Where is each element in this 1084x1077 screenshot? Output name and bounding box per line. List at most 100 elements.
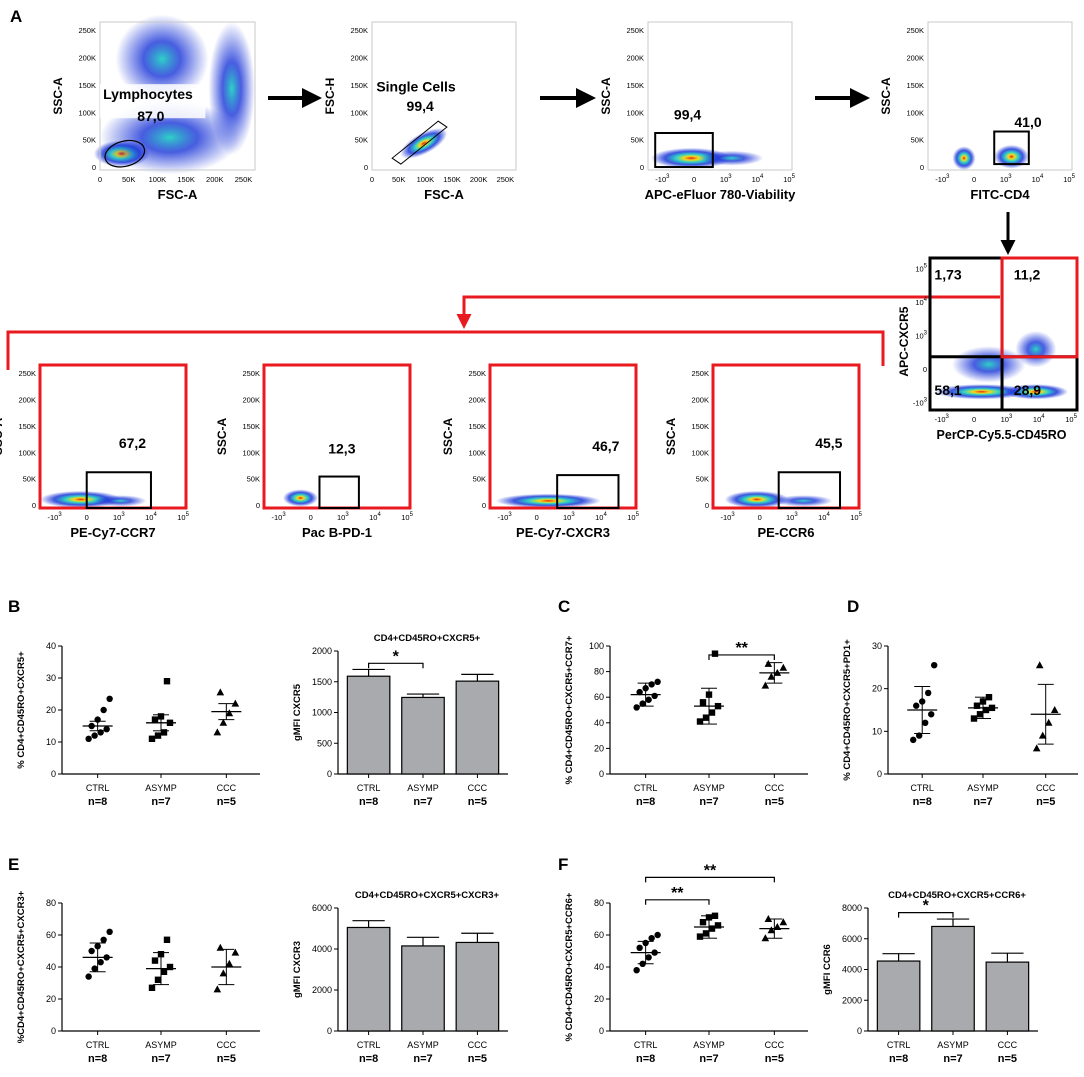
x-tick-label: 0	[972, 415, 976, 424]
y-tick-label: 0	[92, 163, 96, 172]
data-point	[91, 965, 98, 972]
y-tick-label: 200K	[626, 54, 644, 63]
y-tick-label: 100K	[350, 108, 368, 117]
group-label: CCC	[1036, 783, 1056, 793]
y-tick-label: 200K	[350, 54, 368, 63]
x-tick-label: -103	[498, 512, 513, 522]
y-tick-label: 103	[915, 331, 927, 341]
y-tick-label: 60	[594, 930, 604, 940]
data-point	[1038, 731, 1047, 739]
x-axis-label: PE-Cy7-CXCR3	[516, 525, 610, 540]
density-cloud	[400, 128, 448, 159]
quadrant-upper-right: 11,2	[1014, 266, 1041, 282]
data-point	[976, 711, 984, 718]
bar-plot-E2: 0 2000 4000 6000 CTRL n=8 ASYMP n=7 CCC n=5 gMFI C…	[292, 890, 508, 1065]
group-label: CCC	[468, 1040, 488, 1050]
significance-bracket	[645, 899, 710, 905]
x-tick-label: 105	[783, 174, 795, 184]
data-point	[106, 928, 113, 935]
data-point	[767, 926, 776, 934]
data-point	[639, 700, 646, 707]
data-point	[91, 732, 98, 739]
y-axis-label: %CD4+CD45RO+CXCR5+CXCR3+	[16, 890, 27, 1043]
flow-plot-pd1: 0 50K 100K 150K 200K 250K -103 0 103 104 105 Pac B-…	[215, 363, 414, 540]
y-axis-label: FSC-H	[323, 78, 337, 115]
data-point	[928, 711, 935, 718]
group-label: CTRL	[357, 783, 381, 793]
y-tick-label: 0	[327, 1026, 332, 1036]
data-point	[702, 930, 710, 937]
x-tick-label: 150K	[443, 175, 461, 184]
data-point	[636, 688, 643, 696]
y-tick-label: 0	[705, 501, 709, 510]
x-tick-label: 0	[85, 513, 89, 522]
y-axis-label: gMFI CXCR5	[292, 683, 303, 741]
y-tick-label: 20	[594, 994, 604, 1004]
scatter-plot-D: 0 10 20 30 CTRL n=8 ASYMP n=7 CCC n=5 % CD4+CD45RO…	[842, 639, 1078, 808]
y-tick-label: 10	[46, 737, 56, 747]
gate-polygon	[391, 120, 448, 165]
quadrant-upper-left: 1,73	[934, 266, 961, 282]
bar	[401, 696, 445, 775]
flow-plot-single_cells: 0 50K 100K 150K 200K 250K 0 50K 100K 150K 200K 250K…	[323, 21, 517, 202]
gate-rect	[654, 132, 714, 169]
group-n: n=8	[636, 796, 655, 808]
y-tick-label: 0	[51, 1026, 56, 1036]
scatter-plot-F1: 0 20 40 60 80 CTRL n=8 ASYMP n=7 CCC n=5 % CD4+CD45…	[564, 862, 808, 1065]
data-point	[761, 681, 770, 689]
data-point	[761, 934, 770, 942]
y-tick-label: 150K	[626, 81, 644, 90]
data-point	[231, 948, 240, 956]
quadrant-lower-right: 28,9	[1014, 382, 1041, 398]
group-label: ASYMP	[407, 783, 439, 793]
gate-ellipse	[104, 139, 146, 168]
plot-frame	[38, 363, 188, 510]
data-point	[85, 735, 92, 742]
data-point	[163, 936, 171, 943]
x-tick-label: 105	[1063, 174, 1075, 184]
group-label: ASYMP	[967, 783, 999, 793]
data-point	[711, 650, 719, 657]
x-tick-label: -103	[935, 174, 950, 184]
gate-value: 67,2	[119, 435, 146, 451]
data-point	[654, 678, 661, 686]
group-n: n=5	[217, 796, 236, 808]
data-point	[922, 719, 929, 726]
y-tick-label: 200K	[691, 395, 709, 404]
y-tick-label: 200K	[906, 54, 924, 63]
y-tick-label: 105	[915, 264, 927, 274]
data-point	[1032, 744, 1041, 752]
y-axis-label: APC-CXCR5	[897, 306, 911, 376]
data-point	[651, 692, 658, 700]
x-tick-label: 104	[1032, 174, 1044, 184]
red-connector-arrow	[456, 295, 1000, 329]
group-n: n=7	[413, 796, 432, 808]
data-point	[767, 672, 776, 680]
x-tick-label: 0	[692, 175, 696, 184]
density-cloud	[282, 489, 319, 507]
y-tick-label: 0	[256, 501, 260, 510]
y-tick-label: 50K	[473, 475, 486, 484]
group-n: n=5	[468, 796, 487, 808]
density-cloud	[724, 490, 789, 509]
y-tick-label: 2000	[312, 646, 332, 656]
group-n: n=5	[998, 1053, 1017, 1065]
group-label: ASYMP	[693, 783, 725, 793]
density-cloud	[994, 144, 1029, 169]
data-point	[1050, 706, 1059, 713]
y-tick-label: 6000	[842, 934, 862, 944]
y-tick-label: 50K	[83, 136, 96, 145]
gate-value: 99,4	[407, 98, 434, 114]
density-cloud	[100, 100, 240, 175]
y-tick-label: 80	[594, 898, 604, 908]
y-tick-label: 150K	[691, 422, 709, 431]
data-point	[103, 726, 110, 733]
data-point	[696, 718, 704, 725]
flow-plot-cxcr3: 0 50K 100K 150K 200K 250K -103 0 103 104 105 PE-Cy7…	[441, 363, 640, 540]
y-tick-label: 200K	[468, 395, 486, 404]
data-point	[779, 663, 788, 671]
y-tick-label: 0	[51, 769, 56, 779]
data-point	[166, 963, 174, 971]
group-n: n=8	[636, 1053, 655, 1065]
data-point	[148, 735, 156, 742]
